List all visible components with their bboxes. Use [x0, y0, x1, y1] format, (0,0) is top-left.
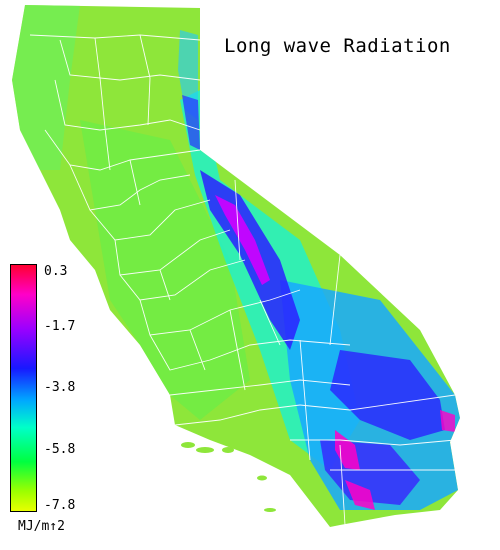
legend-tick-3: -3.8 [44, 380, 76, 395]
tahoe-blue [182, 95, 200, 150]
county-boundaries [29, 34, 456, 526]
legend-tick-2: -1.7 [44, 319, 76, 334]
central-valley-zone [80, 120, 250, 420]
legend-tick-4: -5.8 [44, 442, 76, 457]
mojave-blue-patch [330, 350, 445, 440]
legend-tick-min: -7.8 [44, 498, 76, 513]
map-title: Long wave Radiation [224, 35, 451, 57]
color-scale-bar [10, 264, 37, 512]
north-coast-zone [12, 5, 80, 170]
channel-islands [181, 442, 276, 512]
legend-tick-max: 0.3 [44, 264, 68, 279]
southern-peak-2 [345, 480, 375, 510]
desert-peak [440, 410, 455, 432]
high-sierra-peak [215, 195, 270, 285]
legend-units: MJ/m↑2 [18, 519, 65, 534]
